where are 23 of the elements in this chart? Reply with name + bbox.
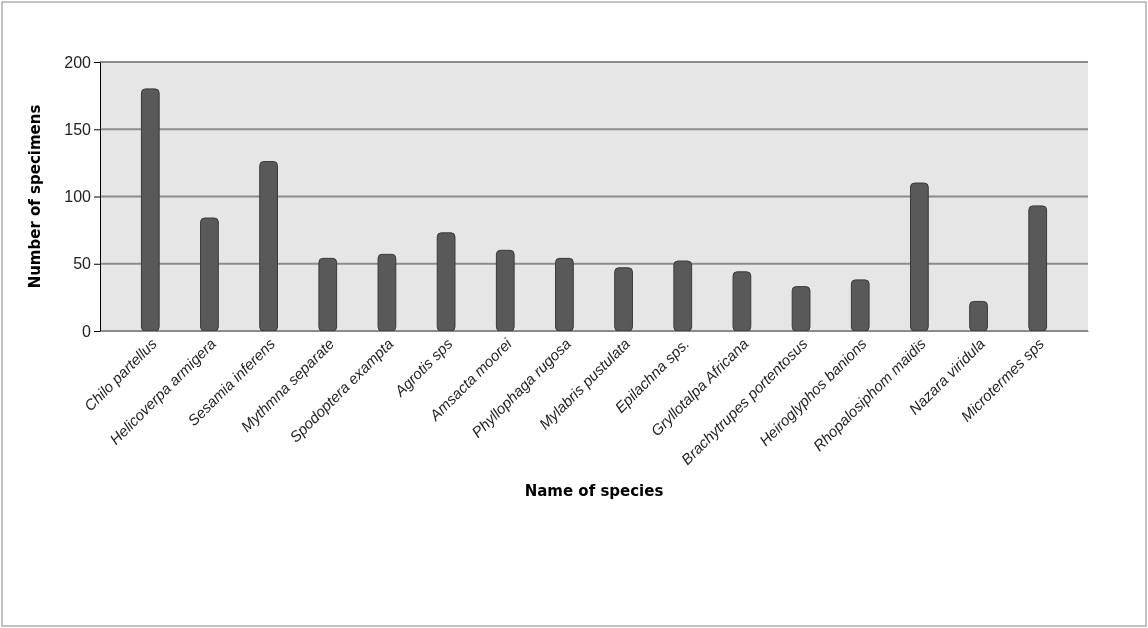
x-axis-title: Name of species (524, 481, 664, 500)
y-tick-label: 0 (82, 322, 92, 340)
bar (1028, 205, 1048, 332)
bar (614, 267, 633, 332)
bar (318, 257, 338, 332)
bar (259, 161, 278, 332)
y-axis-title: Number of specimens (26, 104, 44, 289)
bar (555, 257, 574, 332)
bar (850, 279, 870, 332)
bar (791, 286, 811, 332)
y-tick-label: 100 (64, 188, 92, 206)
y-tick-label: 150 (64, 120, 92, 138)
bar (140, 88, 160, 332)
y-tick-label: 50 (73, 255, 92, 273)
bar (495, 249, 515, 332)
y-tick-label: 200 (64, 53, 92, 71)
bar (436, 232, 456, 332)
bar (200, 217, 219, 332)
bar (732, 271, 752, 332)
bar (969, 300, 988, 332)
bar (673, 260, 693, 332)
bar (910, 182, 929, 332)
bar (377, 253, 397, 332)
